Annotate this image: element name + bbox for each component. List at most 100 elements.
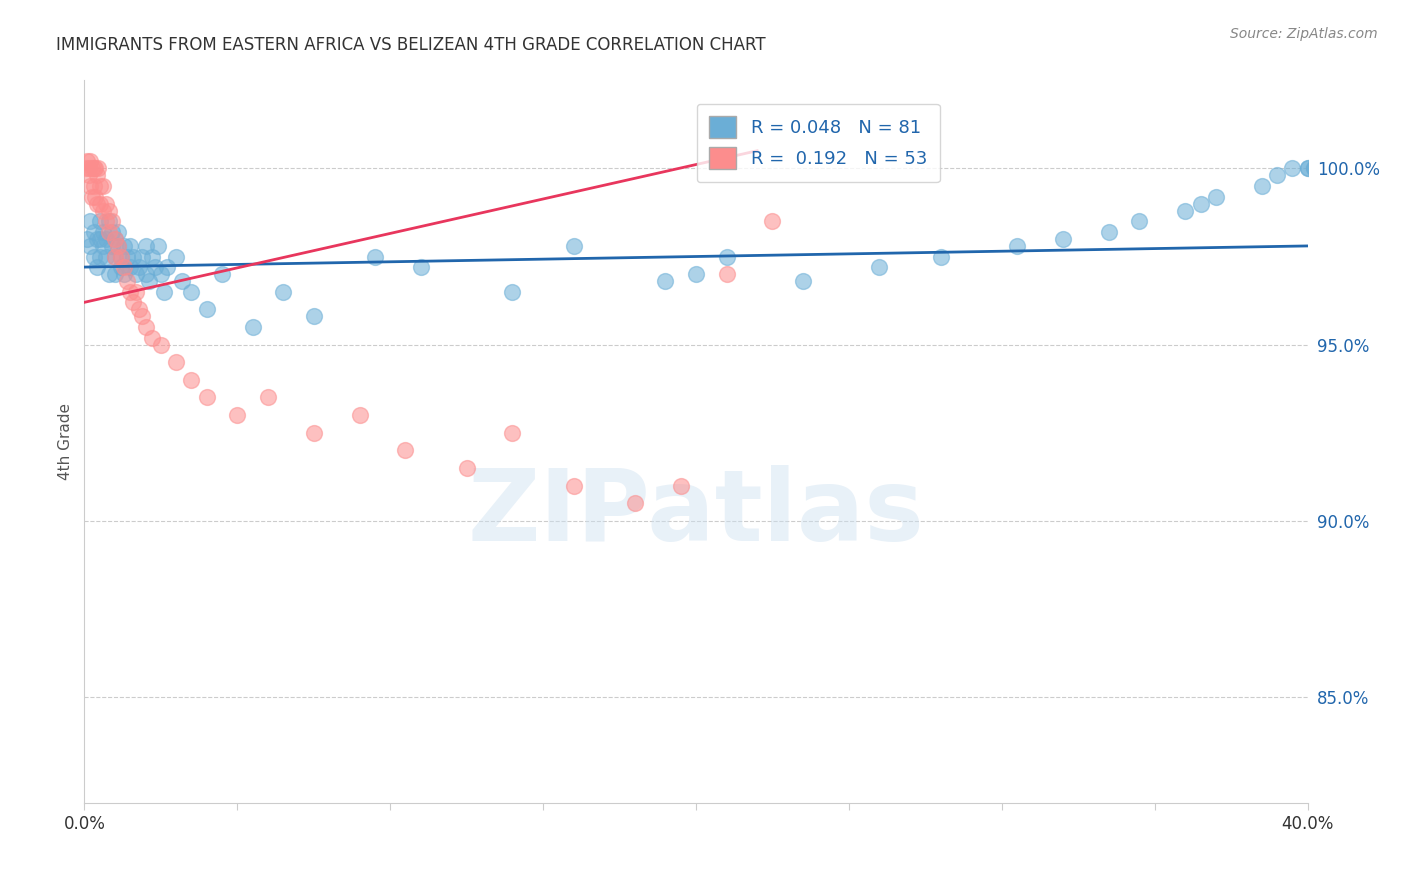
Point [97, 225, 120, 239]
Point [83, 250, 105, 264]
Point [128, 302, 150, 317]
Point [669, 478, 692, 492]
Point [869, 260, 891, 274]
Point [101, 225, 124, 239]
Point [101, 214, 124, 228]
Point [242, 320, 264, 334]
Point [104, 250, 127, 264]
Point [122, 295, 145, 310]
Point [1098, 225, 1121, 239]
Point [107, 239, 129, 253]
Point [138, 274, 160, 288]
Point [1320, 161, 1343, 176]
Point [1250, 179, 1272, 194]
Point [131, 310, 153, 324]
Point [153, 285, 176, 299]
Point [562, 478, 585, 492]
Point [1265, 169, 1288, 183]
Point [624, 496, 647, 510]
Point [141, 250, 163, 264]
Point [115, 250, 138, 264]
Point [128, 260, 150, 274]
Point [97, 203, 120, 218]
Point [1205, 189, 1227, 203]
Point [409, 260, 432, 274]
Point [76, 154, 98, 169]
Point [94, 196, 117, 211]
Point [302, 310, 325, 324]
Point [79, 214, 101, 228]
Point [77, 161, 100, 176]
Text: ZIPatlas: ZIPatlas [468, 466, 924, 562]
Point [89, 179, 111, 194]
Point [562, 239, 585, 253]
Point [156, 260, 179, 274]
Point [456, 461, 478, 475]
Point [165, 250, 187, 264]
Point [89, 196, 111, 211]
Point [79, 239, 101, 253]
Point [257, 391, 280, 405]
Point [1306, 154, 1329, 169]
Point [110, 260, 132, 274]
Point [1312, 161, 1334, 176]
Point [349, 408, 371, 422]
Point [86, 232, 108, 246]
Point [226, 408, 249, 422]
Point [1296, 161, 1319, 176]
Point [87, 161, 110, 176]
Point [125, 267, 148, 281]
Point [94, 250, 117, 264]
Point [131, 250, 153, 264]
Point [195, 391, 218, 405]
Point [1296, 161, 1319, 176]
Point [80, 189, 103, 203]
Point [135, 320, 157, 334]
Point [135, 239, 157, 253]
Point [122, 250, 145, 264]
Point [115, 274, 138, 288]
Point [120, 239, 142, 253]
Point [1302, 161, 1324, 176]
Point [172, 274, 194, 288]
Point [84, 189, 107, 203]
Point [86, 196, 108, 211]
Point [86, 169, 108, 183]
Point [1302, 161, 1324, 176]
Point [135, 267, 157, 281]
Point [1317, 161, 1340, 176]
Point [394, 443, 416, 458]
Point [211, 267, 233, 281]
Point [84, 161, 107, 176]
Point [271, 285, 294, 299]
Point [91, 179, 114, 194]
Point [91, 203, 114, 218]
Point [1128, 214, 1150, 228]
Point [195, 302, 218, 317]
Point [83, 161, 105, 176]
Legend: R = 0.048   N = 81, R =  0.192   N = 53: R = 0.048 N = 81, R = 0.192 N = 53 [697, 103, 939, 182]
Point [180, 285, 202, 299]
Point [1315, 161, 1337, 176]
Point [83, 179, 105, 194]
Point [107, 225, 129, 239]
Point [91, 239, 114, 253]
Point [89, 214, 111, 228]
Point [364, 250, 387, 264]
Y-axis label: 4th Grade: 4th Grade [58, 403, 73, 480]
Point [79, 179, 101, 194]
Point [685, 267, 707, 281]
Point [86, 260, 108, 274]
Point [1174, 203, 1197, 218]
Point [83, 225, 105, 239]
Point [120, 260, 142, 274]
Point [104, 232, 127, 246]
Point [110, 250, 132, 264]
Point [141, 330, 163, 344]
Point [97, 214, 120, 228]
Point [1189, 196, 1212, 211]
Point [149, 337, 172, 351]
Point [112, 267, 135, 281]
Point [1281, 161, 1303, 176]
Point [75, 161, 97, 176]
